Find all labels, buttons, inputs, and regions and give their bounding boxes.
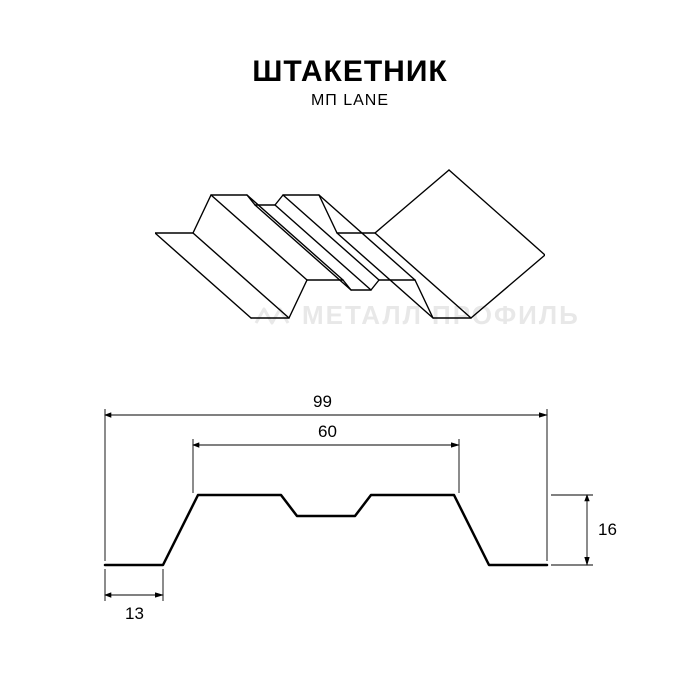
cross-section-diagram bbox=[85, 395, 615, 615]
isometric-profile-view bbox=[155, 150, 545, 330]
dim-height: 16 bbox=[598, 520, 617, 540]
dim-flange: 13 bbox=[125, 604, 144, 624]
dim-top-width: 60 bbox=[318, 422, 337, 442]
page-title: ШТАКЕТНИК bbox=[0, 55, 700, 89]
profile-outline bbox=[105, 495, 547, 565]
dim-total-width: 99 bbox=[313, 392, 332, 412]
page-subtitle: МП LANE bbox=[0, 92, 700, 110]
